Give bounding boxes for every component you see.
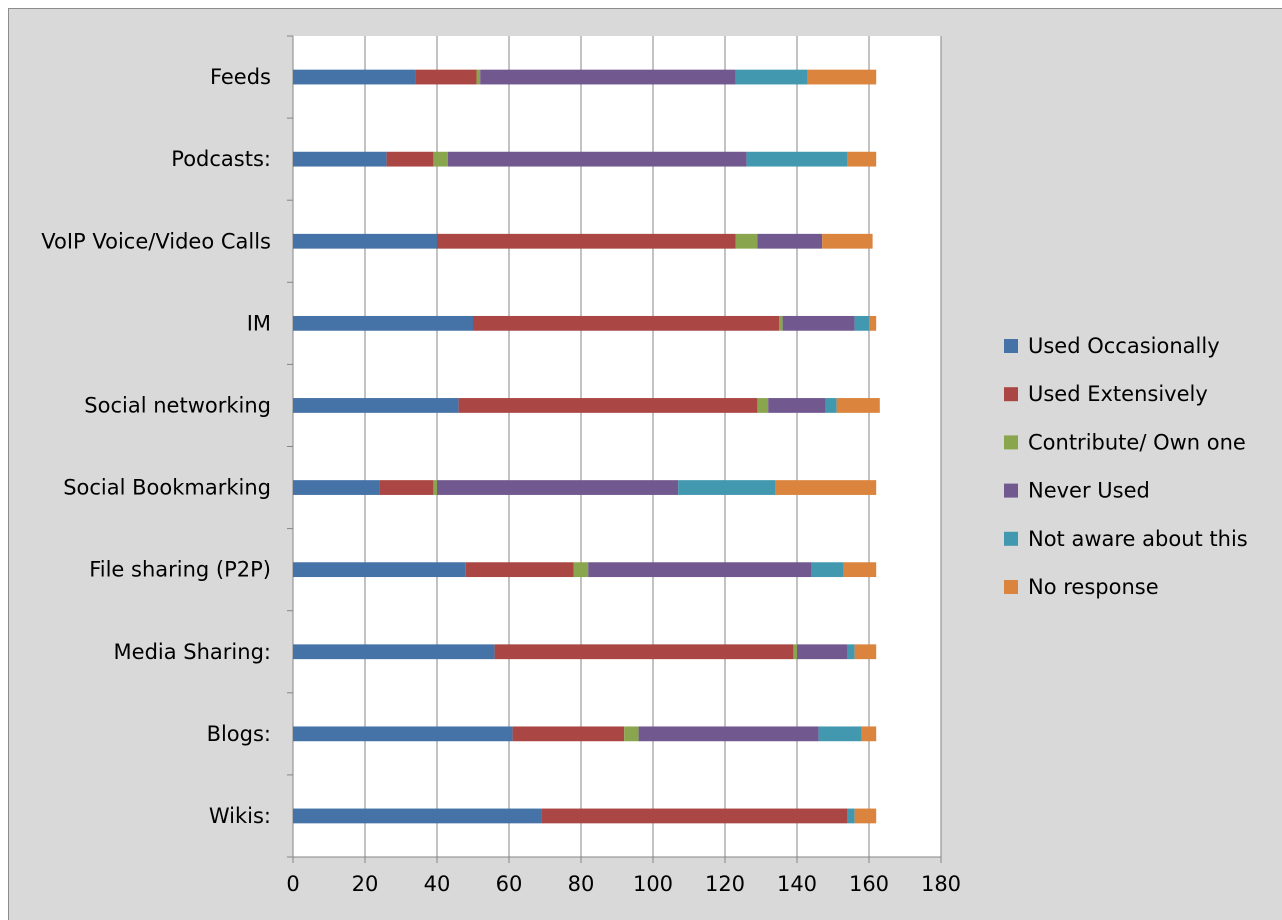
legend-swatch-used-occasionally bbox=[1004, 339, 1018, 353]
bar-segment-used-occasionally bbox=[293, 644, 495, 660]
legend-label: Used Occasionally bbox=[1028, 334, 1220, 358]
bar-segment-used-occasionally bbox=[293, 233, 437, 249]
axes bbox=[287, 35, 942, 863]
bar-segment-used-extensively bbox=[494, 644, 794, 660]
bar-segment-no-response bbox=[775, 480, 877, 495]
category-label: Social networking bbox=[84, 393, 271, 417]
legend-swatch-no-response bbox=[1004, 580, 1018, 594]
bar-segment-contribute-own-one bbox=[433, 151, 448, 167]
bar-segment-contribute-own-one bbox=[779, 315, 783, 331]
bar-segment-not-aware-about-this bbox=[811, 562, 844, 578]
bar-segment-used-extensively bbox=[437, 233, 736, 249]
x-tick-label: 80 bbox=[568, 872, 595, 896]
bar-segment-used-occasionally bbox=[293, 151, 387, 167]
legend-label: Never Used bbox=[1028, 479, 1150, 503]
bar-segment-never-used bbox=[588, 562, 812, 578]
category-label: File sharing (P2P) bbox=[89, 558, 271, 582]
stacked-bar-chart: Wikis: Blogs: Media Sharing: File sharing (… bbox=[41, 35, 1248, 896]
bar-segment-no-response bbox=[854, 644, 877, 660]
x-tick-label: 120 bbox=[705, 872, 745, 896]
legend-label: Not aware about this bbox=[1028, 527, 1248, 551]
bar-segment-used-occasionally bbox=[293, 562, 466, 578]
bar-segment-no-response bbox=[869, 315, 877, 331]
bar-segment-used-occasionally bbox=[293, 808, 542, 824]
bar-segment-never-used bbox=[797, 644, 848, 660]
bar-segment-used-extensively bbox=[541, 808, 848, 824]
bar-segment-no-response bbox=[847, 151, 877, 167]
category-label: IM bbox=[247, 311, 271, 335]
x-tick-label: 60 bbox=[496, 872, 523, 896]
bar-segment-contribute-own-one bbox=[476, 69, 481, 85]
plot-area bbox=[293, 36, 941, 857]
category-label: Wikis: bbox=[209, 804, 271, 828]
bar-segment-no-response bbox=[836, 398, 880, 413]
x-tick-label: 140 bbox=[777, 872, 817, 896]
bar-segment-used-extensively bbox=[458, 398, 758, 413]
chart-area: Wikis: Blogs: Media Sharing: File sharing (… bbox=[8, 8, 1282, 920]
bar-segment-used-extensively bbox=[386, 151, 434, 167]
bar-segment-used-extensively bbox=[415, 69, 477, 85]
bar-segment-used-extensively bbox=[512, 726, 625, 742]
bar-segment-used-occasionally bbox=[293, 480, 380, 495]
category-label: Media Sharing: bbox=[114, 640, 271, 664]
x-tick-label: 180 bbox=[921, 872, 961, 896]
bar-segment-never-used bbox=[447, 151, 747, 167]
bar-segment-never-used bbox=[768, 398, 826, 413]
bar-segment-never-used bbox=[437, 480, 679, 495]
x-tick-label: 100 bbox=[633, 872, 673, 896]
category-label: Social Bookmarking bbox=[63, 476, 271, 500]
bar-segment-contribute-own-one bbox=[433, 480, 437, 495]
legend-swatch-never-used bbox=[1004, 483, 1018, 498]
bar-segment-not-aware-about-this bbox=[847, 644, 855, 660]
bar-segment-no-response bbox=[854, 808, 877, 824]
bar-segment-no-response bbox=[807, 69, 877, 85]
bar-segment-no-response bbox=[843, 562, 877, 578]
legend-label: Used Extensively bbox=[1028, 382, 1208, 406]
legend-swatch-contribute-own-one bbox=[1004, 435, 1018, 450]
bar-segment-not-aware-about-this bbox=[735, 69, 808, 85]
bar-segment-used-extensively bbox=[465, 562, 574, 578]
bar-segment-contribute-own-one bbox=[735, 233, 758, 249]
bar-segment-used-occasionally bbox=[293, 69, 416, 85]
bar-segment-not-aware-about-this bbox=[825, 398, 837, 413]
bar-segment-contribute-own-one bbox=[793, 644, 797, 660]
legend-label: Contribute/ Own one bbox=[1028, 430, 1246, 454]
bar-segment-used-occasionally bbox=[293, 398, 459, 413]
bar-segment-used-occasionally bbox=[293, 726, 513, 742]
x-tick-label: 40 bbox=[424, 872, 451, 896]
bar-segment-not-aware-about-this bbox=[746, 151, 848, 167]
x-tick-labels: 0 20 40 60 80 100 120 140 160 180 bbox=[286, 872, 961, 896]
bar-segment-never-used bbox=[638, 726, 819, 742]
x-tick-label: 20 bbox=[352, 872, 379, 896]
bars bbox=[293, 69, 880, 824]
bar-segment-used-extensively bbox=[379, 480, 434, 495]
bar-segment-used-occasionally bbox=[293, 315, 473, 331]
x-tick-label: 0 bbox=[286, 872, 299, 896]
legend: Used Occasionally Used Extensively Contrib… bbox=[1004, 334, 1248, 599]
bar-segment-no-response bbox=[822, 233, 873, 249]
bar-segment-no-response bbox=[861, 726, 877, 742]
bar-segment-never-used bbox=[480, 69, 736, 85]
category-label: Feeds bbox=[210, 65, 271, 89]
bar-segment-not-aware-about-this bbox=[854, 315, 869, 331]
bar-segment-contribute-own-one bbox=[757, 398, 769, 413]
gridlines bbox=[364, 36, 942, 857]
x-tick-label: 160 bbox=[849, 872, 889, 896]
legend-label: No response bbox=[1028, 575, 1159, 599]
bar-segment-never-used bbox=[782, 315, 855, 331]
bar-segment-not-aware-about-this bbox=[678, 480, 776, 495]
bar-segment-used-extensively bbox=[473, 315, 779, 331]
category-label: Blogs: bbox=[207, 722, 271, 746]
bar-segment-contribute-own-one bbox=[573, 562, 589, 578]
category-label: Podcasts: bbox=[171, 147, 271, 171]
bar-segment-not-aware-about-this bbox=[818, 726, 862, 742]
bar-segment-contribute-own-one bbox=[624, 726, 639, 742]
bar-segment-not-aware-about-this bbox=[847, 808, 855, 824]
legend-swatch-used-extensively bbox=[1004, 387, 1018, 402]
category-labels: Wikis: Blogs: Media Sharing: File sharing (… bbox=[41, 65, 271, 828]
category-label: VoIP Voice/Video Calls bbox=[41, 229, 271, 253]
legend-swatch-not-aware-about-this bbox=[1004, 531, 1018, 546]
bar-segment-never-used bbox=[757, 233, 823, 249]
